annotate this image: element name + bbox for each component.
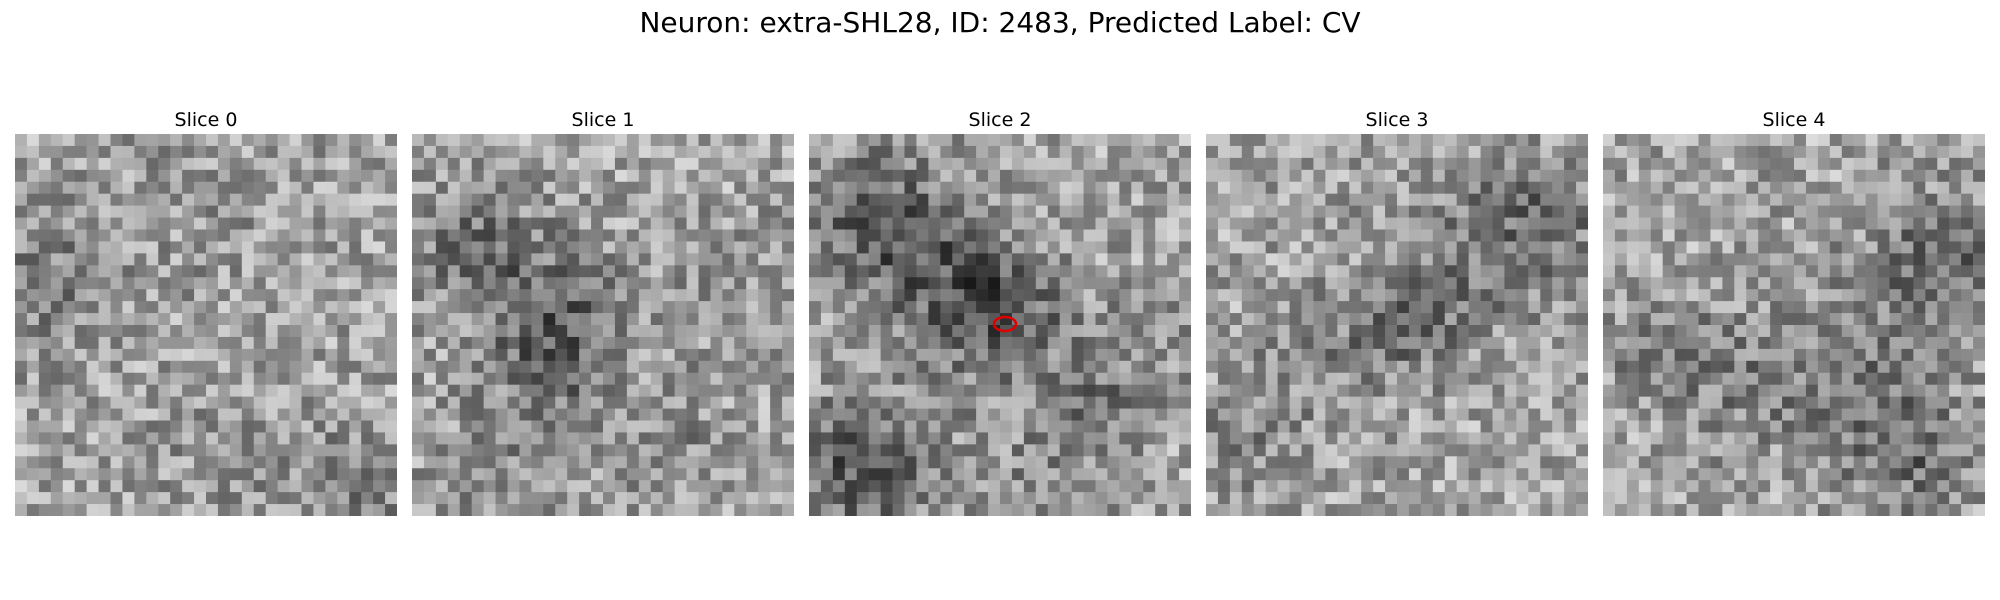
slice-panel-1: Slice 1 bbox=[412, 108, 794, 516]
figure-title: Neuron: extra-SHL28, ID: 2483, Predicted… bbox=[639, 6, 1361, 39]
slice-image-3 bbox=[1206, 134, 1588, 516]
slice-panel-0: Slice 0 bbox=[15, 108, 397, 516]
slice-panel-3: Slice 3 bbox=[1206, 108, 1588, 516]
slice-title-2: Slice 2 bbox=[968, 109, 1032, 131]
slice-image-4 bbox=[1603, 134, 1985, 516]
slice-panel-2: Slice 2 bbox=[809, 108, 1191, 516]
slice-image-1 bbox=[412, 134, 794, 516]
slice-image-2 bbox=[809, 134, 1191, 516]
slice-title-0: Slice 0 bbox=[174, 109, 238, 131]
slice-title-3: Slice 3 bbox=[1365, 109, 1429, 131]
slice-title-4: Slice 4 bbox=[1762, 109, 1826, 131]
slice-panel-4: Slice 4 bbox=[1603, 108, 1985, 516]
slice-image-0 bbox=[15, 134, 397, 516]
detection-marker bbox=[992, 315, 1018, 333]
slice-title-1: Slice 1 bbox=[571, 109, 635, 131]
